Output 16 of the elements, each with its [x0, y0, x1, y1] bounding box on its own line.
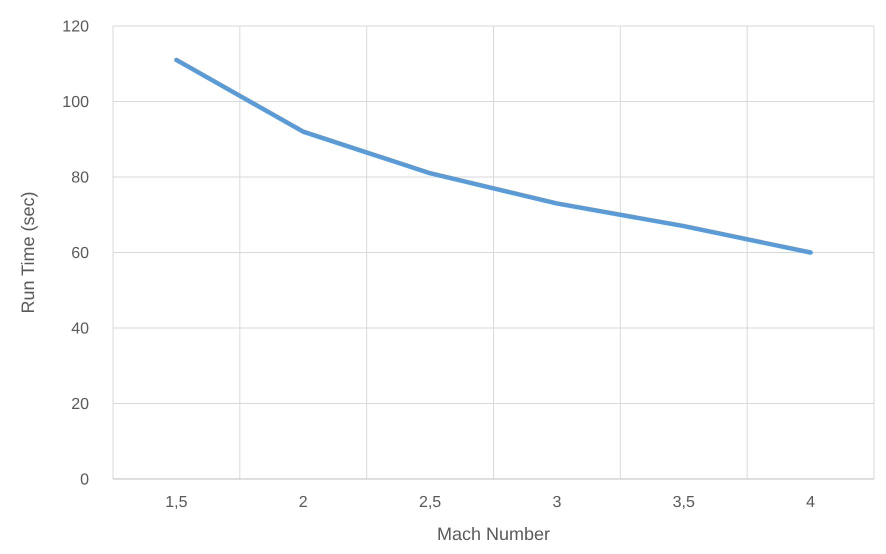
x-tick-label: 2 [298, 494, 308, 511]
y-axis-title: Run Time (sec) [18, 191, 38, 314]
y-tick-label: 100 [62, 94, 90, 112]
x-tick-label: 4 [806, 494, 816, 511]
y-tick-label: 40 [71, 320, 90, 338]
x-tick-label: 3 [552, 494, 562, 511]
y-tick-label: 60 [71, 245, 90, 262]
y-tick-label: 20 [71, 396, 90, 414]
x-tick-label: 1,5 [165, 494, 188, 511]
y-tick-label: 80 [71, 170, 90, 187]
x-tick-label: 2,5 [418, 494, 442, 511]
y-tick-label: 120 [62, 18, 90, 36]
x-axis-title: Mach Number [436, 524, 550, 544]
line-series [174, 58, 813, 255]
y-tick-label: 0 [80, 472, 90, 489]
x-tick-label: 3,5 [672, 494, 695, 511]
